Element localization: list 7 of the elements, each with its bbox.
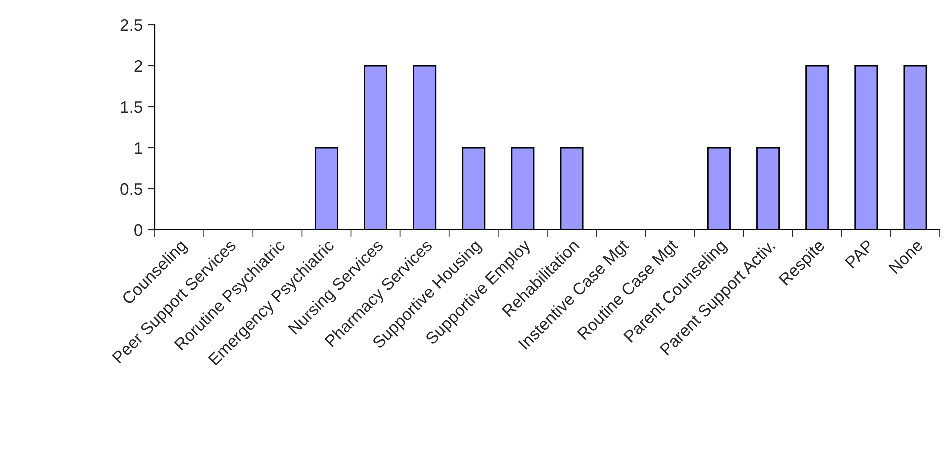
x-tick-label: PAP	[845, 239, 874, 269]
y-tick-label: 0	[134, 224, 143, 236]
y-tick-label: 2.5	[120, 19, 142, 32]
y-tick-label: 1	[135, 142, 142, 154]
y-tick-label: 2	[134, 60, 142, 72]
y-tick-label: 1.5	[121, 102, 142, 114]
y-tick-label: 0.5	[120, 183, 142, 196]
